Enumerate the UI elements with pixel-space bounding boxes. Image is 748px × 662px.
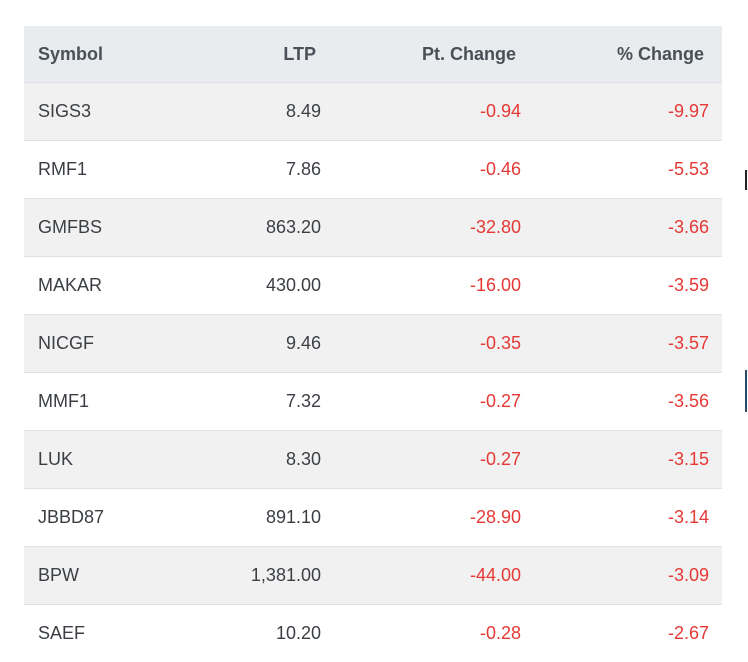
cell-pct-change: -5.53 (667, 159, 709, 179)
table-row[interactable]: NICGF 9.46 -0.35 -3.57 (24, 315, 722, 373)
header-ltp[interactable]: LTP (283, 43, 316, 64)
table-row[interactable]: GMFBS 863.20 -32.80 -3.66 (24, 199, 722, 257)
cell-symbol[interactable]: LUK (38, 449, 74, 469)
cell-ltp: 891.10 (265, 507, 321, 527)
cell-pt-change: -32.80 (469, 217, 521, 237)
cell-ltp: 10.20 (275, 623, 321, 643)
cell-pt-change: -16.00 (469, 275, 521, 295)
table-row[interactable]: MMF1 7.32 -0.27 -3.56 (24, 373, 722, 431)
cell-pt-change: -28.90 (469, 507, 521, 527)
cell-pct-change: -2.67 (667, 623, 709, 643)
cell-symbol[interactable]: RMF1 (38, 159, 87, 179)
top-losers-table: Symbol LTP Pt. Change % Change SIGS3 8.4… (24, 26, 722, 662)
cell-ltp: 9.46 (285, 333, 321, 353)
cell-ltp: 7.32 (285, 391, 321, 411)
cell-ltp: 1,381.00 (250, 565, 321, 585)
cell-pt-change: -0.46 (479, 159, 521, 179)
cell-ltp: 8.30 (285, 449, 321, 469)
table-row[interactable]: JBBD87 891.10 -28.90 -3.14 (24, 489, 722, 547)
cell-symbol[interactable]: JBBD87 (38, 507, 105, 527)
header-pt-change[interactable]: Pt. Change (421, 43, 516, 64)
cell-pct-change: -3.56 (667, 391, 709, 411)
cell-symbol[interactable]: BPW (38, 565, 80, 585)
cell-pct-change: -3.66 (667, 217, 709, 237)
cell-symbol[interactable]: GMFBS (38, 217, 103, 237)
cell-pct-change: -3.59 (667, 275, 709, 295)
table-header: Symbol LTP Pt. Change % Change (24, 26, 722, 83)
table-row[interactable]: MAKAR 430.00 -16.00 -3.59 (24, 257, 722, 315)
cell-pt-change: -0.28 (479, 623, 521, 643)
table-row[interactable]: SIGS3 8.49 -0.94 -9.97 (24, 83, 722, 141)
cell-pt-change: -0.27 (479, 391, 521, 411)
cell-pct-change: -3.57 (667, 333, 709, 353)
cell-pct-change: -3.15 (667, 449, 709, 469)
window-edge-artifact (745, 370, 747, 412)
cell-pt-change: -0.35 (479, 333, 521, 353)
header-symbol[interactable]: Symbol (38, 43, 104, 64)
table-row[interactable]: RMF1 7.86 -0.46 -5.53 (24, 141, 722, 199)
cell-symbol[interactable]: MAKAR (38, 275, 103, 295)
cell-pct-change: -3.14 (667, 507, 709, 527)
cell-ltp: 7.86 (285, 159, 321, 179)
cell-symbol[interactable]: SIGS3 (38, 101, 92, 121)
cell-pt-change: -0.94 (479, 101, 521, 121)
cell-symbol[interactable]: MMF1 (38, 391, 89, 411)
table-row[interactable]: SAEF 10.20 -0.28 -2.67 (24, 605, 722, 662)
cell-symbol[interactable]: SAEF (38, 623, 86, 643)
cell-pct-change: -9.97 (667, 101, 709, 121)
cell-symbol[interactable]: NICGF (38, 333, 94, 353)
cell-ltp: 863.20 (265, 217, 321, 237)
header-pct-change[interactable]: % Change (616, 43, 704, 64)
cell-ltp: 430.00 (265, 275, 321, 295)
table-row[interactable]: BPW 1,381.00 -44.00 -3.09 (24, 547, 722, 605)
cell-ltp: 8.49 (285, 101, 321, 121)
cell-pct-change: -3.09 (667, 565, 709, 585)
table-row[interactable]: LUK 8.30 -0.27 -3.15 (24, 431, 722, 489)
cell-pt-change: -0.27 (479, 449, 521, 469)
cell-pt-change: -44.00 (469, 565, 521, 585)
window-edge-artifact (745, 170, 747, 190)
